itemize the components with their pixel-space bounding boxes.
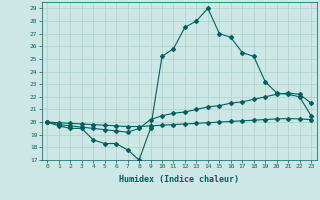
X-axis label: Humidex (Indice chaleur): Humidex (Indice chaleur) [119,175,239,184]
